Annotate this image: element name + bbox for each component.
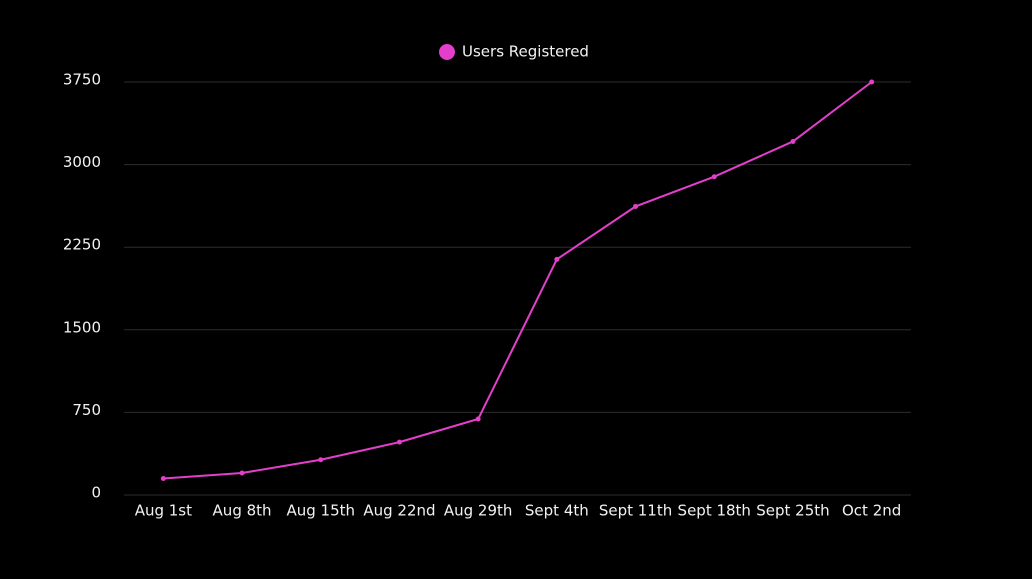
point bbox=[554, 256, 560, 262]
x-tick-label: Sept 25th bbox=[756, 502, 829, 520]
point bbox=[869, 79, 875, 85]
x-tick-label: Sept 11th bbox=[599, 502, 672, 520]
point bbox=[318, 457, 324, 463]
x-tick-label: Oct 2nd bbox=[842, 502, 901, 520]
x-tick-label: Aug 1st bbox=[135, 502, 192, 520]
point bbox=[790, 138, 796, 144]
line-series bbox=[163, 81, 873, 480]
x-tick-label: Aug 8th bbox=[213, 502, 272, 520]
y-tick-label: 750 bbox=[72, 401, 101, 419]
x-tick-label: Aug 22nd bbox=[363, 502, 435, 520]
point bbox=[633, 203, 639, 209]
y-tick-label: 1500 bbox=[63, 318, 101, 336]
point bbox=[396, 439, 402, 445]
point bbox=[160, 475, 166, 481]
legend-marker bbox=[439, 44, 455, 60]
y-tick-label: 3000 bbox=[63, 153, 101, 171]
y-tick-label: 3750 bbox=[63, 71, 101, 89]
point bbox=[475, 416, 481, 422]
point bbox=[711, 174, 717, 180]
y-tick-label: 0 bbox=[91, 484, 101, 502]
x-tick-label: Aug 29th bbox=[444, 502, 513, 520]
x-tick-label: Sept 18th bbox=[678, 502, 751, 520]
x-tick-label: Aug 15th bbox=[286, 502, 355, 520]
point bbox=[239, 470, 245, 476]
y-tick-label: 2250 bbox=[63, 236, 101, 254]
legend-label: Users Registered bbox=[462, 43, 589, 61]
x-tick-label: Sept 4th bbox=[525, 502, 589, 520]
